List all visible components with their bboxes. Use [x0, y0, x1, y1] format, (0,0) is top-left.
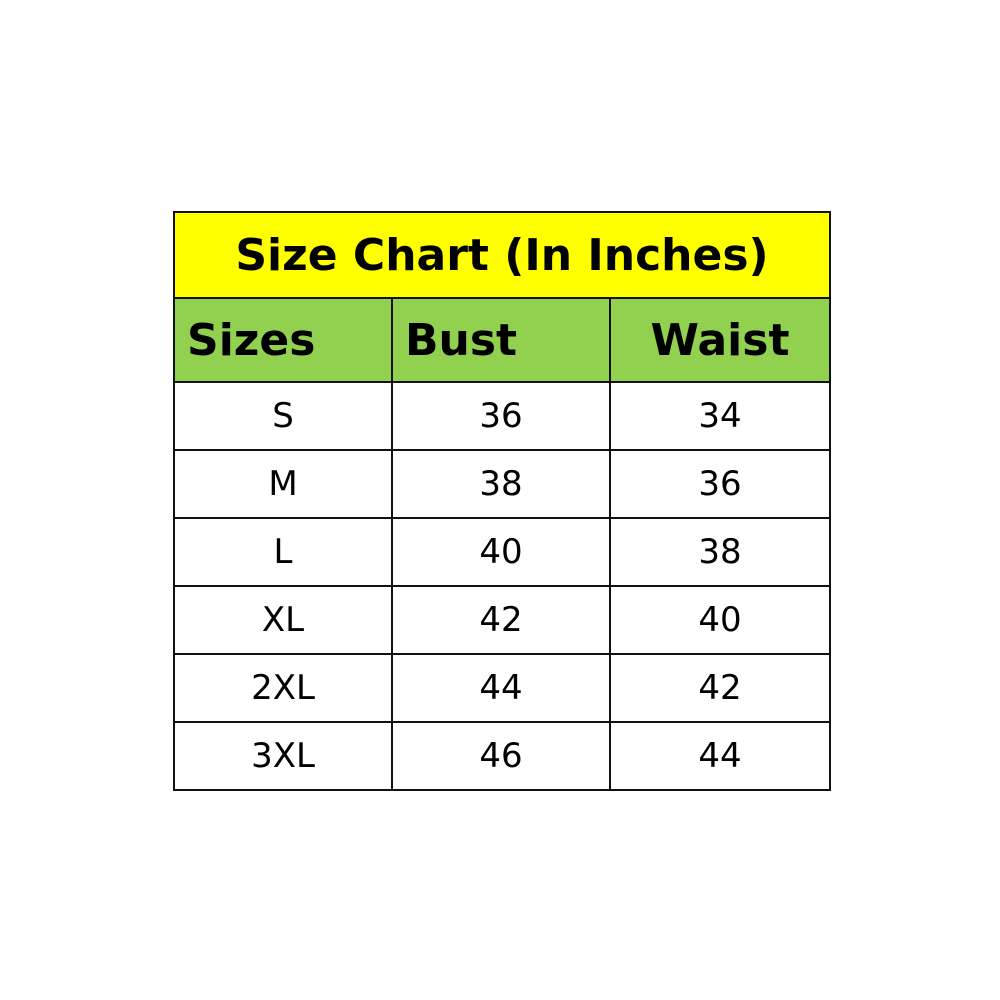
- size-cell: XL: [173, 585, 393, 655]
- table-row: 2XL 44 42: [173, 653, 831, 723]
- bust-cell: 36: [391, 381, 611, 451]
- size-cell: 2XL: [173, 653, 393, 723]
- column-header-sizes: Sizes: [173, 297, 393, 383]
- bust-cell: 46: [391, 721, 611, 791]
- waist-cell: 38: [609, 517, 831, 587]
- size-chart-table: Size Chart (In Inches) Sizes Bust Waist …: [173, 211, 831, 791]
- size-cell: S: [173, 381, 393, 451]
- table-title: Size Chart (In Inches): [173, 211, 831, 299]
- title-row: Size Chart (In Inches): [173, 211, 831, 299]
- table-row: M 38 36: [173, 449, 831, 519]
- size-cell: 3XL: [173, 721, 393, 791]
- size-cell: M: [173, 449, 393, 519]
- table-row: S 36 34: [173, 381, 831, 451]
- bust-cell: 42: [391, 585, 611, 655]
- table-row: 3XL 46 44: [173, 721, 831, 791]
- table-row: XL 42 40: [173, 585, 831, 655]
- waist-cell: 36: [609, 449, 831, 519]
- table-row: L 40 38: [173, 517, 831, 587]
- bust-cell: 38: [391, 449, 611, 519]
- column-header-waist: Waist: [609, 297, 831, 383]
- waist-cell: 42: [609, 653, 831, 723]
- bust-cell: 44: [391, 653, 611, 723]
- column-header-bust: Bust: [391, 297, 611, 383]
- bust-cell: 40: [391, 517, 611, 587]
- waist-cell: 40: [609, 585, 831, 655]
- waist-cell: 44: [609, 721, 831, 791]
- header-row: Sizes Bust Waist: [173, 297, 831, 383]
- size-cell: L: [173, 517, 393, 587]
- waist-cell: 34: [609, 381, 831, 451]
